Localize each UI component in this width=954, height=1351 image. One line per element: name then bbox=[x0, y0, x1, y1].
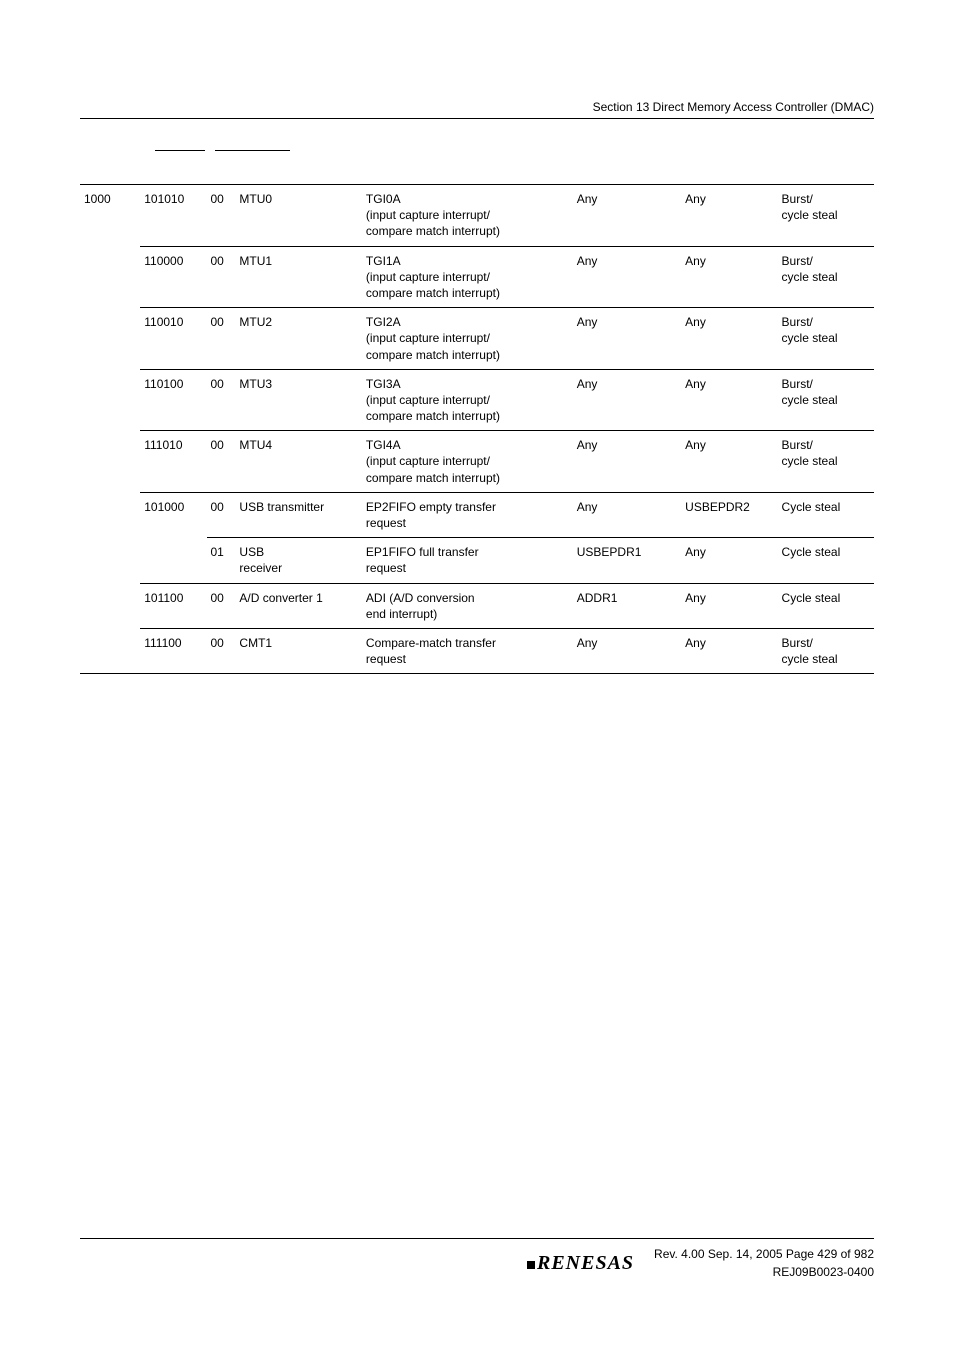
cell-res: 110010 bbox=[140, 308, 206, 370]
cell-bus: Cycle steal bbox=[778, 492, 874, 537]
cell-request: EP2FIFO empty transferrequest bbox=[362, 492, 573, 537]
cell-dest: Any bbox=[681, 369, 777, 431]
cell-source: Any bbox=[573, 185, 681, 247]
underline-bar-1 bbox=[155, 149, 205, 151]
cell-dest: Any bbox=[681, 538, 777, 583]
cell-channel bbox=[80, 246, 140, 308]
cell-rl: 00 bbox=[207, 185, 236, 247]
cell-dest: Any bbox=[681, 628, 777, 673]
table-row: 11000000MTU1TGI1A(input capture interrup… bbox=[80, 246, 874, 308]
table-row: 11110000CMT1Compare-match transferreques… bbox=[80, 628, 874, 673]
cell-request: TGI1A(input capture interrupt/compare ma… bbox=[362, 246, 573, 308]
cell-res: 101100 bbox=[140, 583, 206, 628]
cell-dest: Any bbox=[681, 185, 777, 247]
renesas-logo: RENESAS bbox=[527, 1252, 634, 1275]
cell-dest: USBEPDR2 bbox=[681, 492, 777, 537]
cell-rl: 00 bbox=[207, 431, 236, 493]
cell-dest: Any bbox=[681, 583, 777, 628]
table-row: 01USBreceiverEP1FIFO full transferreques… bbox=[80, 538, 874, 583]
cell-rl: 00 bbox=[207, 246, 236, 308]
cell-channel bbox=[80, 628, 140, 673]
cell-channel: 1000 bbox=[80, 185, 140, 247]
cell-source: Any bbox=[573, 628, 681, 673]
cell-channel bbox=[80, 308, 140, 370]
cell-source: Any bbox=[573, 369, 681, 431]
cell-bus: Cycle steal bbox=[778, 583, 874, 628]
section-header: Section 13 Direct Memory Access Controll… bbox=[80, 100, 874, 119]
cell-source: Any bbox=[573, 246, 681, 308]
cell-bus: Burst/cycle steal bbox=[778, 431, 874, 493]
table-row: 100010101000MTU0TGI0A(input capture inte… bbox=[80, 185, 874, 247]
cell-module: MTU3 bbox=[235, 369, 362, 431]
cell-bus: Cycle steal bbox=[778, 538, 874, 583]
cell-dest: Any bbox=[681, 431, 777, 493]
table-row: 10110000A/D converter 1ADI (A/D conversi… bbox=[80, 583, 874, 628]
cell-module: USBreceiver bbox=[235, 538, 362, 583]
cell-module: A/D converter 1 bbox=[235, 583, 362, 628]
cell-dest: Any bbox=[681, 308, 777, 370]
cell-res: 110000 bbox=[140, 246, 206, 308]
section-title: Section 13 Direct Memory Access Controll… bbox=[593, 100, 874, 114]
table-row: 11001000MTU2TGI2A(input capture interrup… bbox=[80, 308, 874, 370]
cell-rl: 00 bbox=[207, 628, 236, 673]
cell-request: EP1FIFO full transferrequest bbox=[362, 538, 573, 583]
cell-res bbox=[140, 538, 206, 583]
cell-bus: Burst/cycle steal bbox=[778, 246, 874, 308]
cell-res: 101010 bbox=[140, 185, 206, 247]
cell-request: TGI4A(input capture interrupt/compare ma… bbox=[362, 431, 573, 493]
cell-channel bbox=[80, 492, 140, 537]
cell-request: TGI2A(input capture interrupt/compare ma… bbox=[362, 308, 573, 370]
cell-res: 111100 bbox=[140, 628, 206, 673]
table-row: 11101000MTU4TGI4A(input capture interrup… bbox=[80, 431, 874, 493]
cell-request: TGI3A(input capture interrupt/compare ma… bbox=[362, 369, 573, 431]
cell-res: 101000 bbox=[140, 492, 206, 537]
header-underline-bars bbox=[80, 149, 874, 184]
cell-source: Any bbox=[573, 492, 681, 537]
dmac-table: 100010101000MTU0TGI0A(input capture inte… bbox=[80, 184, 874, 674]
cell-source: ADDR1 bbox=[573, 583, 681, 628]
cell-res: 111010 bbox=[140, 431, 206, 493]
cell-dest: Any bbox=[681, 246, 777, 308]
cell-rl: 01 bbox=[207, 538, 236, 583]
cell-rl: 00 bbox=[207, 492, 236, 537]
cell-bus: Burst/cycle steal bbox=[778, 628, 874, 673]
cell-res: 110100 bbox=[140, 369, 206, 431]
underline-bar-2 bbox=[215, 149, 290, 151]
cell-module: MTU0 bbox=[235, 185, 362, 247]
cell-request: TGI0A(input capture interrupt/compare ma… bbox=[362, 185, 573, 247]
page-footer: RENESAS Rev. 4.00 Sep. 14, 2005 Page 429… bbox=[80, 1238, 874, 1281]
footer-doc-line: REJ09B0023-0400 bbox=[654, 1263, 874, 1281]
cell-channel bbox=[80, 538, 140, 583]
cell-channel bbox=[80, 583, 140, 628]
cell-bus: Burst/cycle steal bbox=[778, 369, 874, 431]
cell-module: USB transmitter bbox=[235, 492, 362, 537]
cell-module: MTU2 bbox=[235, 308, 362, 370]
cell-request: ADI (A/D conversionend interrupt) bbox=[362, 583, 573, 628]
cell-module: MTU4 bbox=[235, 431, 362, 493]
cell-channel bbox=[80, 369, 140, 431]
cell-module: MTU1 bbox=[235, 246, 362, 308]
table-row: 10100000USB transmitterEP2FIFO empty tra… bbox=[80, 492, 874, 537]
cell-request: Compare-match transferrequest bbox=[362, 628, 573, 673]
cell-rl: 00 bbox=[207, 583, 236, 628]
cell-rl: 00 bbox=[207, 369, 236, 431]
cell-bus: Burst/cycle steal bbox=[778, 308, 874, 370]
cell-rl: 00 bbox=[207, 308, 236, 370]
table-row: 11010000MTU3TGI3A(input capture interrup… bbox=[80, 369, 874, 431]
cell-source: Any bbox=[573, 431, 681, 493]
cell-source: Any bbox=[573, 308, 681, 370]
cell-channel bbox=[80, 431, 140, 493]
cell-bus: Burst/cycle steal bbox=[778, 185, 874, 247]
cell-module: CMT1 bbox=[235, 628, 362, 673]
footer-rev-line: Rev. 4.00 Sep. 14, 2005 Page 429 of 982 bbox=[654, 1245, 874, 1263]
cell-source: USBEPDR1 bbox=[573, 538, 681, 583]
